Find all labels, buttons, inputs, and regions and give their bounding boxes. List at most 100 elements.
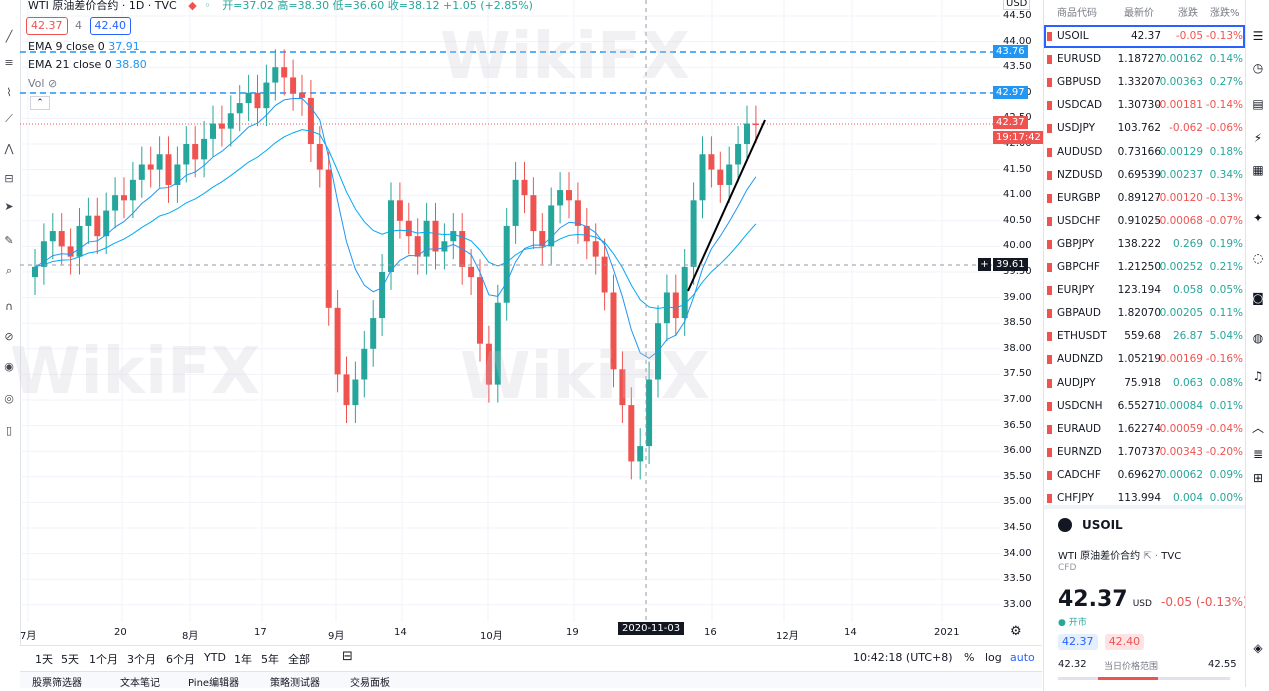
bid-button[interactable]: 42.37 <box>26 17 68 35</box>
add-alert-plus-icon[interactable]: + <box>978 258 991 271</box>
watchlist-row[interactable]: GBPJPY 138.222 0.269 0.19% <box>1044 233 1245 256</box>
eye-tool-icon[interactable]: ◉ <box>4 360 14 373</box>
range-button[interactable]: YTD <box>204 651 226 664</box>
collapse-legend-icon[interactable]: ⌃ <box>30 96 50 110</box>
red-flag-icon[interactable]: ◆ <box>188 0 197 12</box>
ruler-tool-icon[interactable]: ✎ <box>4 234 14 247</box>
lock-tool-icon[interactable]: ⊘ <box>4 330 14 343</box>
flag-icon[interactable] <box>1047 101 1052 111</box>
flag-icon[interactable] <box>1047 447 1052 457</box>
watchlist-row[interactable]: USDCNH 6.55271 0.00084 0.01% <box>1044 395 1245 418</box>
ema21-legend[interactable]: EMA 21 close 0 38.80 <box>28 58 147 71</box>
watchlist-row[interactable]: USDCHF 0.91025 -0.00068 -0.07% <box>1044 210 1245 233</box>
flag-icon[interactable] <box>1047 78 1052 88</box>
range-button[interactable]: 全部 <box>288 653 310 666</box>
flag-icon[interactable] <box>1047 32 1052 41</box>
col-change[interactable]: 涨跌 <box>1178 8 1198 19</box>
tab-stock-screener[interactable]: 股票筛选器 <box>32 678 82 689</box>
date-range-calendar-icon[interactable]: ⊟ <box>342 649 353 664</box>
watchlist-row[interactable]: GBPUSD 1.33207 0.00363 0.27% <box>1044 71 1245 94</box>
detail-ask[interactable]: 42.40 <box>1104 634 1145 650</box>
symbol-title[interactable]: WTI 原油差价合约 · 1D · TVC <box>28 0 177 12</box>
flag-icon[interactable] <box>1047 355 1052 365</box>
range-button[interactable]: 5年 <box>261 653 279 666</box>
fib-tool-icon[interactable]: ⌇ <box>6 86 12 99</box>
magnet-tool-icon[interactable]: ∩ <box>4 300 14 313</box>
flag-icon[interactable] <box>1047 147 1052 157</box>
range-button[interactable]: 1天 <box>35 653 53 666</box>
pattern-tool-icon[interactable]: ⋀ <box>4 142 14 155</box>
flag-icon[interactable] <box>1047 124 1052 134</box>
watchlist-row[interactable]: NZDUSD 0.69539 0.00237 0.34% <box>1044 164 1245 187</box>
clock-display[interactable]: 10:42:18 (UTC+8) <box>853 651 953 664</box>
watchlist-row[interactable]: CADCHF 0.69627 0.00062 0.09% <box>1044 464 1245 487</box>
flag-icon[interactable] <box>1047 309 1052 319</box>
flag-icon[interactable] <box>1047 170 1052 180</box>
watchlist-icon[interactable]: ☰ <box>1252 29 1264 43</box>
range-button[interactable]: 6个月 <box>166 653 195 666</box>
range-button[interactable]: 3个月 <box>127 653 156 666</box>
projection-tool-icon[interactable]: ⊟ <box>4 172 14 185</box>
hotlist-icon[interactable]: ⚡ <box>1253 131 1263 145</box>
ema9-legend[interactable]: EMA 9 close 0 37.91 <box>28 40 140 53</box>
flag-icon[interactable] <box>1047 263 1052 272</box>
calendar-icon[interactable]: ▦ <box>1252 163 1264 177</box>
flag-icon[interactable] <box>1047 494 1052 503</box>
flag-icon[interactable] <box>1047 216 1052 226</box>
watchlist-row[interactable]: USOIL 42.37 -0.05 -0.13% <box>1044 25 1245 48</box>
col-last[interactable]: 最新价 <box>1124 8 1154 19</box>
watchlist-row[interactable]: EURAUD 1.62274 -0.00059 -0.04% <box>1044 418 1245 441</box>
watchlist-row[interactable]: CHFJPY 113.994 0.004 0.00% <box>1044 487 1245 510</box>
range-button[interactable]: 1年 <box>234 653 252 666</box>
watchlist-row[interactable]: ETHUSDT 559.68 26.87 5.04% <box>1044 325 1245 348</box>
col-symbol[interactable]: 商品代码 <box>1057 8 1097 19</box>
flag-icon[interactable] <box>1047 424 1052 434</box>
price-chart[interactable] <box>20 0 1042 645</box>
detail-description[interactable]: WTI 原油差价合约 <box>1058 551 1141 562</box>
brush-tool-icon[interactable]: ⟋ <box>5 112 13 125</box>
data-window-icon[interactable]: ▤ <box>1252 97 1264 111</box>
streams-icon[interactable]: ◙ <box>1252 291 1264 305</box>
watchlist-row[interactable]: EURJPY 123.194 0.058 0.05% <box>1044 279 1245 302</box>
flag-icon[interactable] <box>1047 239 1052 249</box>
chart-area[interactable]: WikiFX WikiFX WikiFX WTI 原油差价合约 · 1D · T… <box>10 0 1044 645</box>
external-link-icon[interactable]: ⇱ <box>1143 551 1152 562</box>
tab-strategy-tester[interactable]: 策略测试器 <box>270 678 320 689</box>
trendline-tool-icon[interactable]: ≡ <box>4 56 14 69</box>
crosshair-tool-icon[interactable]: ╱ <box>5 30 13 43</box>
zoom-tool-icon[interactable]: ⌕ <box>5 264 13 277</box>
watchlist-row[interactable]: AUDNZD 1.05219 -0.00169 -0.16% <box>1044 348 1245 371</box>
watchlist-row[interactable]: AUDJPY 75.918 0.063 0.08% <box>1044 372 1245 395</box>
flag-icon[interactable] <box>1047 332 1052 342</box>
tab-pine-editor[interactable]: Pine编辑器 <box>188 678 240 689</box>
chart-settings-gear-icon[interactable]: ⚙ <box>1010 624 1022 639</box>
flag-icon[interactable] <box>1047 378 1052 388</box>
chevron-up-icon[interactable]: ︿ <box>1251 421 1264 435</box>
hide-tool-icon[interactable]: ◎ <box>4 392 14 405</box>
ask-button[interactable]: 42.40 <box>89 17 131 35</box>
watchlist-row[interactable]: USDCAD 1.30730 -0.00181 -0.14% <box>1044 94 1245 117</box>
watchlist-row[interactable]: USDJPY 103.762 -0.062 -0.06% <box>1044 117 1245 140</box>
watchlist-row[interactable]: GBPCHF 1.21250 0.00252 0.21% <box>1044 256 1245 279</box>
vol-legend[interactable]: Vol ⊘ <box>28 77 57 90</box>
eye-hidden-icon[interactable]: ⊘ <box>47 77 58 90</box>
flag-icon[interactable] <box>1047 193 1052 203</box>
chat-icon[interactable]: ◌ <box>1252 251 1264 265</box>
currency-label[interactable]: USD <box>1003 0 1031 10</box>
range-button[interactable]: 1个月 <box>89 653 118 666</box>
tab-trading-panel[interactable]: 交易面板 <box>350 678 390 689</box>
bell-icon[interactable]: ♫ <box>1252 369 1264 383</box>
watchlist-row[interactable]: EURGBP 0.89127 -0.00120 -0.13% <box>1044 187 1245 210</box>
watchlist-row[interactable]: GBPAUD 1.82070 0.00205 0.11% <box>1044 302 1245 325</box>
detail-bid[interactable]: 42.37 <box>1058 634 1098 650</box>
alerts-clock-icon[interactable]: ◷ <box>1252 61 1264 75</box>
flag-icon[interactable] <box>1047 55 1052 65</box>
tab-text-notes[interactable]: 文本笔记 <box>120 678 160 689</box>
trash-tool-icon[interactable]: ▯ <box>5 424 13 437</box>
layers-icon[interactable]: ◈ <box>1253 641 1263 655</box>
range-button[interactable]: 5天 <box>61 653 79 666</box>
lightbulb-icon[interactable]: ◍ <box>1252 331 1264 345</box>
percent-scale-toggle[interactable]: % <box>964 651 975 664</box>
col-change-pct[interactable]: 涨跌% <box>1210 8 1240 19</box>
flag-icon[interactable] <box>1047 470 1052 480</box>
